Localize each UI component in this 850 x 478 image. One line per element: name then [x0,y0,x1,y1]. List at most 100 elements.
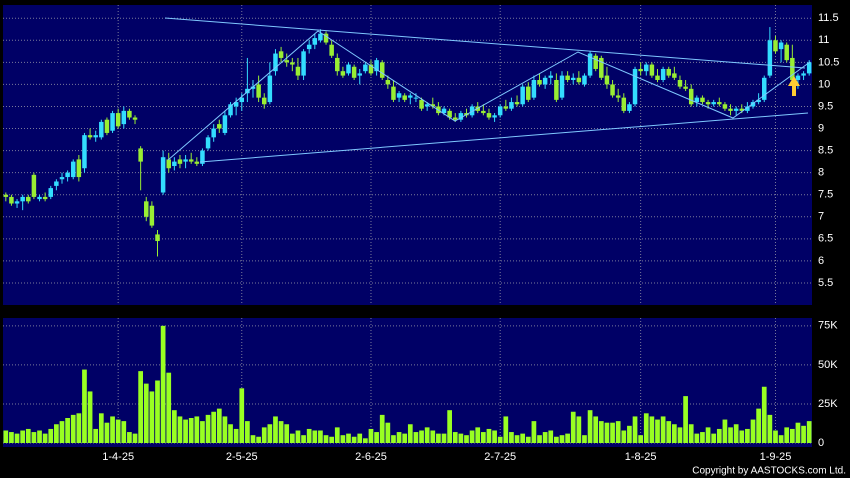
candle-body [20,196,25,202]
price-panel [3,5,812,305]
candle-body [233,102,239,107]
volume-bar [615,421,621,443]
volume-bar [424,427,430,443]
volume-bar [340,435,346,443]
volume-bar [610,422,615,443]
volume-bar [228,424,233,443]
candle-body [217,124,222,129]
candle-body [37,196,42,200]
candle-body [402,95,407,100]
volume-bar [739,430,745,443]
candle-body [548,75,554,78]
volume-bar [391,435,396,443]
candle-body [739,108,745,111]
candle-body [711,102,716,105]
candle-body [368,64,374,74]
volume-bar [273,416,278,443]
y-tick-label: 25K [818,398,838,410]
candle-body [644,64,649,72]
y-tick-label: 7 [818,211,824,223]
candle-body [65,172,70,178]
volume-bar [329,436,335,443]
volume-bar [318,430,323,443]
volume-bar [671,424,677,443]
volume-bar [20,430,26,443]
volume-bar [82,369,87,443]
candle-body [211,128,216,138]
volume-bar [138,371,144,443]
volume-bar [48,428,54,443]
marks [3,27,812,443]
candle-body [761,77,767,100]
candle-body [531,80,537,98]
candle-body [256,84,261,98]
candle-body [497,106,503,116]
volume-bar [436,433,441,443]
candle-body [683,86,688,89]
x-tick-label: 1-4-25 [102,451,134,463]
candle-body [99,121,104,138]
candle-body [155,234,160,242]
volume-bar [660,416,666,443]
volume-bar [733,424,739,443]
candle-body [340,71,346,76]
volume-bar [9,432,14,443]
volume-bar [312,430,318,443]
volume-bar [419,430,424,443]
candle-body [604,75,610,85]
candle-body [14,201,20,204]
candle-body [509,102,514,109]
volume-bar [93,428,99,443]
volume-bar [346,433,351,443]
volume-bar [143,383,149,443]
candle-body [363,64,368,72]
candle-body [200,150,205,164]
candle-body [610,84,615,96]
candle-body [138,148,143,162]
volume-bar [188,418,194,443]
candle-body [188,159,194,162]
volume-bar [121,421,127,443]
candle-body [632,68,638,105]
candle-body [115,113,121,127]
volume-bar [621,430,627,443]
candle-body [599,57,604,78]
y-tick-label: 11.5 [818,12,839,24]
volume-bar [132,433,138,443]
volume-bar [104,422,110,443]
volume-bar [413,432,419,443]
volume-bar [700,432,705,443]
volume-bar [267,424,273,443]
candle-body [554,80,559,100]
candle-body [228,104,233,116]
grid [3,5,812,444]
volume-bar [194,416,200,443]
volume-bar [694,433,700,443]
volume-bar [54,424,59,443]
volume-bar [216,408,222,443]
volume-bar [76,413,82,443]
volume-bar [716,428,722,443]
volume-bar [65,418,70,443]
candle-body [48,188,54,197]
y-tick-label: 10 [818,78,830,90]
candle-body [3,194,9,197]
candle-body [688,88,694,105]
volume-bar [801,425,806,443]
volume-bar [582,435,587,443]
candle-body [239,97,245,103]
candle-body [778,42,784,50]
candle-body [694,97,700,103]
volume-bar [256,436,261,443]
volume-bar [565,433,570,443]
candle-body [593,55,598,69]
volume-bar [42,433,48,443]
volume-bar [402,433,408,443]
candle-body [396,93,402,98]
volume-bar [70,414,76,443]
candle-body [666,68,671,76]
candle-body [520,86,525,105]
volume-bar [127,432,132,443]
volume-bar [59,421,65,443]
volume-bar [520,433,526,443]
